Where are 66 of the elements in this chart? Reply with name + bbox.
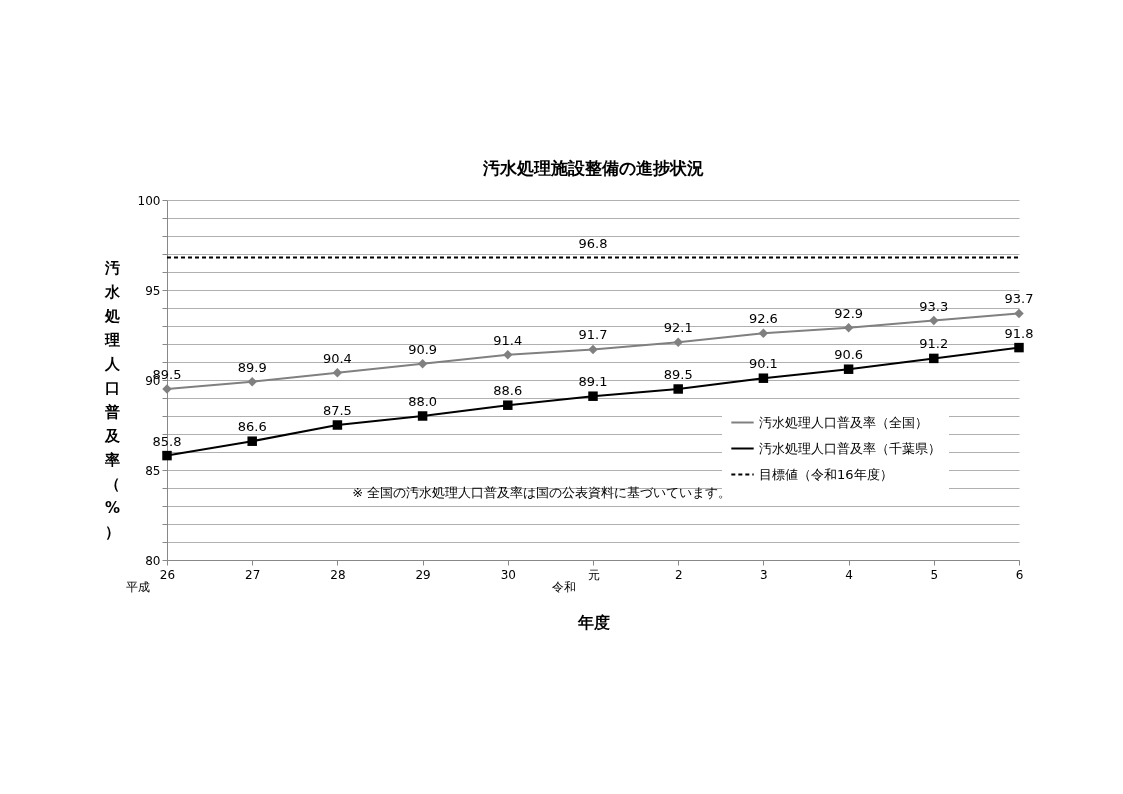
point [417,359,428,369]
point [247,436,257,446]
data-label: 93.3 [919,298,949,314]
text: 令和 [552,580,576,594]
data-label: 92.9 [834,305,864,321]
data-label: 90.6 [834,347,864,363]
data-label: 88.0 [408,394,438,409]
data-label: 89.9 [237,359,267,375]
data-label: 89.5 [663,367,693,382]
point [843,364,854,374]
data-label: 92.1 [663,320,693,336]
x-tick-label: 3 [760,567,768,582]
point [758,328,769,338]
x-tick-label: 27 [245,567,261,582]
y-tick-label: 80 [145,553,161,568]
data-label: 90.1 [748,356,778,372]
data-label: 89.1 [578,374,608,390]
legend-label: 汚水処理人口普及率（全国） [759,414,928,430]
x-tick-label: 28 [330,567,346,582]
point [673,337,683,347]
x-tick-label: 5 [930,567,939,582]
data-label: 91.7 [578,327,608,343]
data-label: 90.4 [322,350,352,366]
x-tick-label: 6 [1015,567,1024,582]
point [588,391,598,401]
point [588,344,598,355]
y-tick-label: 100 [137,193,161,208]
legend-label: 目標値（令和16年度） [759,466,893,482]
text: 汚水処理人口普及率（%） [104,258,121,541]
point [929,353,939,364]
point [247,377,257,387]
annotation: ※ 全国の汚水処理人口普及率は国の公表資料に基づいています。 [352,485,732,501]
data-label: 91.8 [1004,325,1034,341]
data-label: 92.6 [748,311,778,327]
text: 平成 [126,580,150,594]
y-tick-label: 85 [145,463,161,478]
point [503,350,513,360]
x-tick-label: 4 [845,567,853,582]
data-label: 91.2 [919,336,949,352]
data-label: 96.8 [578,235,608,251]
point [417,411,428,421]
data-label: 88.6 [493,383,523,399]
legend-label: 汚水処理人口普及率（千葉県） [759,440,941,456]
point [503,400,513,410]
point [929,315,939,326]
data-label: 87.5 [322,403,352,418]
point [1014,308,1024,319]
x-tick-label: 元 [587,567,600,582]
x-axis-title: 年度 [576,612,610,632]
data-label: 85.8 [152,433,182,449]
data-label: 90.9 [408,341,438,357]
point [758,373,769,383]
point [162,450,172,461]
x-tick-label: 29 [415,567,431,582]
data-label: 86.6 [237,419,267,435]
x-tick-label: 30 [500,567,516,582]
data-label: 93.7 [1004,291,1034,307]
point [332,368,343,378]
y-tick-label: 95 [145,283,161,298]
data-label: 91.4 [493,332,523,348]
x-tick-label: 26 [159,567,176,582]
chart-title: 汚水処理施設整備の進捗状況 [481,158,704,178]
x-tick-label: 2 [674,567,683,582]
point [673,384,683,394]
point [332,420,343,430]
point [1014,342,1024,353]
